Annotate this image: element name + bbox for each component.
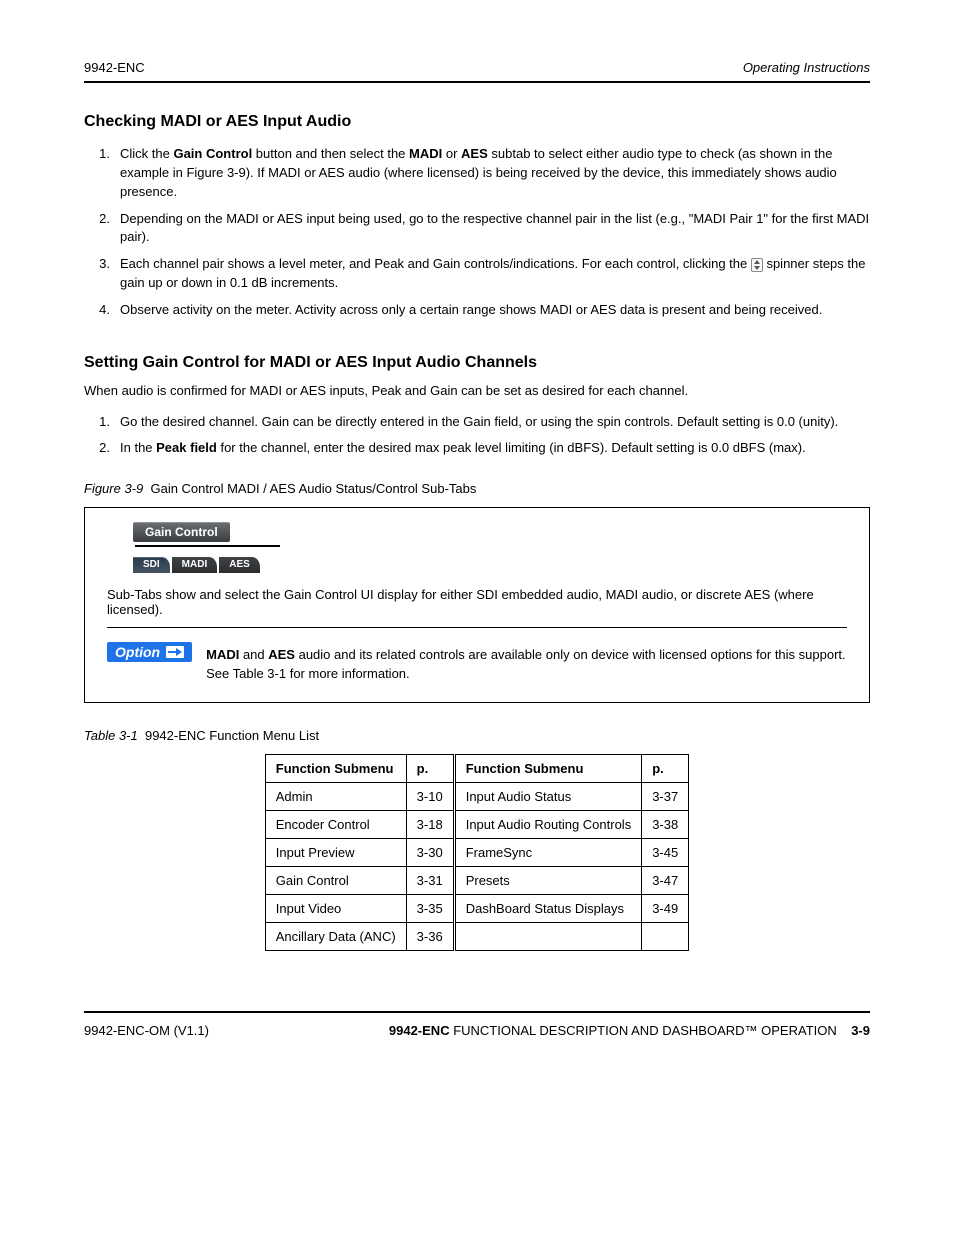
table-cell: 3-30 — [406, 838, 454, 866]
figure-option-text: MADI and AES audio and its related contr… — [206, 646, 847, 684]
header-rule — [84, 81, 870, 83]
table-cell — [454, 922, 642, 950]
step-body: Observe activity on the meter. Activity … — [120, 297, 870, 324]
step-number: 1. — [84, 409, 120, 436]
step-row: 1.Go the desired channel. Gain can be di… — [84, 409, 870, 436]
table-row: Input Preview3-30FrameSync3-45 — [265, 838, 688, 866]
header-model: 9942-ENC — [84, 60, 145, 75]
step-number: 2. — [84, 435, 120, 462]
th-page-1: p. — [406, 754, 454, 782]
table-body: Admin3-10Input Audio Status3-37Encoder C… — [265, 782, 688, 950]
table-cell: 3-47 — [642, 866, 689, 894]
steps-gain: 1.Go the desired channel. Gain can be di… — [84, 409, 870, 463]
table-cell: Input Audio Status — [454, 782, 642, 810]
table-cell: 3-35 — [406, 894, 454, 922]
table-cell: DashBoard Status Displays — [454, 894, 642, 922]
footer-right: 9942-ENC FUNCTIONAL DESCRIPTION AND DASH… — [389, 1023, 870, 1038]
table-cell: FrameSync — [454, 838, 642, 866]
step-row: 3.Each channel pair shows a level meter,… — [84, 251, 870, 297]
table-cell: Presets — [454, 866, 642, 894]
figure-callout-text: Sub-Tabs show and select the Gain Contro… — [107, 587, 847, 617]
table-row: Input Video3-35DashBoard Status Displays… — [265, 894, 688, 922]
figure-divider — [107, 627, 847, 628]
table-cell: Gain Control — [265, 866, 406, 894]
section-gain-title: Setting Gain Control for MADI or AES Inp… — [84, 354, 870, 372]
step-number: 2. — [84, 206, 120, 252]
step-row: 4.Observe activity on the meter. Activit… — [84, 297, 870, 324]
table-cell: Input Video — [265, 894, 406, 922]
figure-caption: Figure 3-9 Gain Control MADI / AES Audio… — [84, 480, 870, 499]
step-row: 2.In the Peak field for the channel, ent… — [84, 435, 870, 462]
step-body: Go the desired channel. Gain can be dire… — [120, 409, 870, 436]
th-page-2: p. — [642, 754, 689, 782]
table-row: Admin3-10Input Audio Status3-37 — [265, 782, 688, 810]
footer-left: 9942-ENC-OM (V1.1) — [84, 1023, 209, 1038]
table-cell: 3-36 — [406, 922, 454, 950]
table-cell: Encoder Control — [265, 810, 406, 838]
gain-underline — [135, 545, 280, 547]
option-arrow-icon — [166, 646, 184, 658]
step-row: 1.Click the Gain Control button and then… — [84, 141, 870, 206]
table-cell: Input Audio Routing Controls — [454, 810, 642, 838]
table-row: Encoder Control3-18Input Audio Routing C… — [265, 810, 688, 838]
table-cell: 3-45 — [642, 838, 689, 866]
gain-subtab-row: SDI MADI AES — [133, 557, 847, 573]
table-cell: Input Preview — [265, 838, 406, 866]
step-number: 1. — [84, 141, 120, 206]
table-cell: 3-38 — [642, 810, 689, 838]
section-check-title: Checking MADI or AES Input Audio — [84, 113, 870, 131]
table-header-row: Function Submenu p. Function Submenu p. — [265, 754, 688, 782]
tab-madi[interactable]: MADI — [172, 557, 218, 573]
step-row: 2.Depending on the MADI or AES input bei… — [84, 206, 870, 252]
table-cell: Admin — [265, 782, 406, 810]
table-row: Ancillary Data (ANC)3-36 — [265, 922, 688, 950]
table-row: Gain Control3-31Presets3-47 — [265, 866, 688, 894]
step-number: 4. — [84, 297, 120, 324]
table-cell: 3-49 — [642, 894, 689, 922]
table-cell — [642, 922, 689, 950]
table-cell: 3-18 — [406, 810, 454, 838]
page-footer: 9942-ENC-OM (V1.1) 9942-ENC FUNCTIONAL D… — [84, 1011, 870, 1038]
step-body: Each channel pair shows a level meter, a… — [120, 251, 870, 297]
tab-aes[interactable]: AES — [219, 557, 260, 573]
section-gain-intro: When audio is confirmed for MADI or AES … — [84, 382, 870, 401]
header-section-title: Operating Instructions — [743, 60, 870, 75]
table-cell: Ancillary Data (ANC) — [265, 922, 406, 950]
figure-callout-box: Gain Control SDI MADI AES Sub-Tabs show … — [84, 507, 870, 703]
steps-check: 1.Click the Gain Control button and then… — [84, 141, 870, 324]
step-body: In the Peak field for the channel, enter… — [120, 435, 870, 462]
th-func-1: Function Submenu — [265, 754, 406, 782]
step-body: Click the Gain Control button and then s… — [120, 141, 870, 206]
table-cell: 3-10 — [406, 782, 454, 810]
th-func-2: Function Submenu — [454, 754, 642, 782]
gain-control-button[interactable]: Gain Control — [133, 522, 230, 542]
updown-icon — [751, 258, 763, 272]
table-cell: 3-31 — [406, 866, 454, 894]
tab-sdi[interactable]: SDI — [133, 557, 170, 573]
table-caption: Table 3-1 9942-ENC Function Menu List — [84, 727, 870, 746]
function-menu-table: Function Submenu p. Function Submenu p. … — [265, 754, 689, 951]
step-number: 3. — [84, 251, 120, 297]
page-header: 9942-ENC Operating Instructions — [84, 60, 870, 75]
page: 9942-ENC Operating Instructions Checking… — [0, 0, 954, 1078]
option-badge: Option — [107, 642, 192, 662]
step-body: Depending on the MADI or AES input being… — [120, 206, 870, 252]
option-badge-text: Option — [115, 644, 160, 660]
figure-option-row: Option MADI and AES audio and its relate… — [107, 642, 847, 684]
table-cell: 3-37 — [642, 782, 689, 810]
